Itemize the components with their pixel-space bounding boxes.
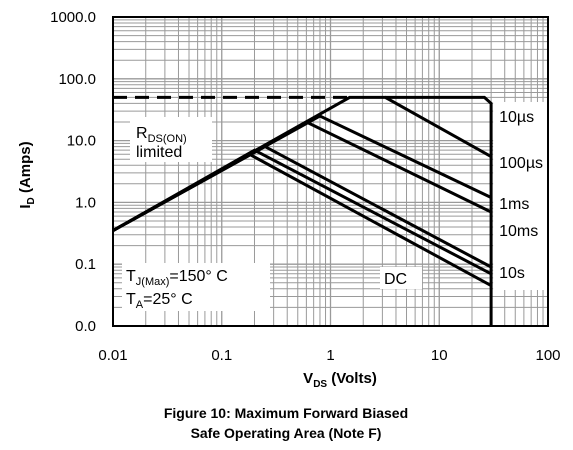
label-mask-right [493, 102, 554, 290]
tj-sub: J(Max) [136, 276, 170, 288]
dc-label-mask [380, 267, 422, 289]
curves [112, 95, 493, 326]
x-tick-label: 100 [535, 347, 560, 364]
rds-on-annotation: RDS(ON) limited [130, 117, 212, 162]
x-title-sub: DS [313, 379, 327, 390]
series-label-2: 1ms [499, 196, 529, 213]
figure-caption-line2: Safe Operating Area (Note F) [191, 425, 382, 441]
series-label-3: 10ms [499, 223, 538, 240]
ta-rest: =25° C [143, 291, 193, 308]
x-tick-label: 0.1 [211, 347, 232, 364]
rds-sub: DS(ON) [148, 133, 187, 145]
svg-text:TA=25° C: TA=25° C [126, 291, 193, 311]
x-axis-title: VDS (Volts) [303, 370, 377, 390]
svg-text:TJ(Max)=150° C: TJ(Max)=150° C [126, 268, 228, 288]
rds-line2: limited [136, 144, 182, 161]
svg-text:RDS(ON): RDS(ON) [136, 125, 187, 145]
temperature-annotation: TJ(Max)=150° C TA=25° C [122, 263, 270, 311]
x-tick-label: 10 [431, 347, 448, 364]
curve-labels: 10µs 100µs 1ms 10ms 10s DC [380, 109, 543, 289]
series-label-dc: DC [384, 271, 407, 288]
ta-main: T [126, 291, 136, 308]
y-axis-title: ID (Amps) [17, 141, 37, 208]
x-tick-label: 1 [326, 347, 334, 364]
series-label-4: 10s [499, 265, 525, 282]
ta-sub: A [136, 299, 144, 311]
x-title-main: V [303, 370, 313, 387]
soa-boundary-line [385, 95, 493, 326]
tj-rest: =150° C [169, 268, 227, 285]
figure-caption-line1: Figure 10: Maximum Forward Biased [164, 405, 408, 421]
series-label-1: 100µs [499, 155, 543, 172]
y-title-main: I [17, 204, 34, 208]
rds-main: R [136, 125, 148, 142]
y-tick-label: 1.0 [75, 194, 96, 211]
y-title-rest: (Amps) [17, 141, 34, 197]
y-tick-label: 0.1 [75, 256, 96, 273]
x-title-rest: (Volts) [327, 370, 377, 387]
label-masks [493, 102, 554, 290]
y-tick-label: 1000.0 [50, 9, 96, 26]
y-tick-label: 0.0 [75, 318, 96, 335]
series-line-5 [112, 152, 492, 287]
y-tick-label: 10.0 [67, 133, 96, 150]
plot-frame [112, 16, 549, 327]
x-tick-label: 0.01 [98, 347, 127, 364]
y-tick-label: 100.0 [58, 71, 96, 88]
series-label-0: 10µs [499, 109, 534, 126]
tj-main: T [126, 268, 136, 285]
y-title-sub: D [26, 197, 37, 204]
